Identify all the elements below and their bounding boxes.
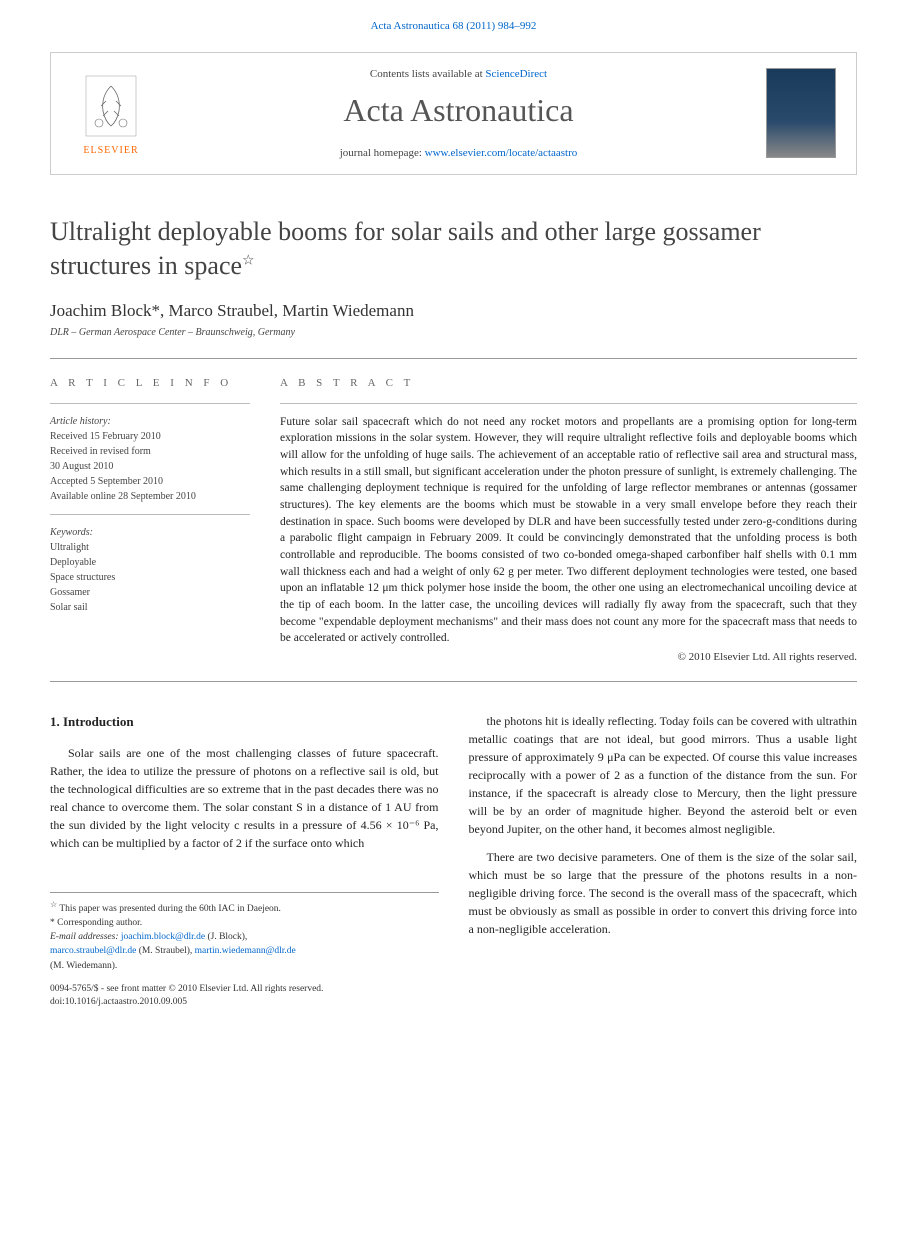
footnote-1: ☆ This paper was presented during the 60… [50,899,439,916]
footnote-text: This paper was presented during the 60th… [59,904,281,914]
contents-line: Contents lists available at ScienceDirec… [151,68,766,80]
footnote-text: Corresponding author. [57,918,142,928]
homepage-line: journal homepage: www.elsevier.com/locat… [151,147,766,159]
keyword: Space structures [50,570,250,585]
masthead-center: Contents lists available at ScienceDirec… [151,68,766,159]
journal-masthead: ELSEVIER Contents lists available at Sci… [50,52,857,175]
keywords-label: Keywords: [50,527,93,538]
abstract-text: Future solar sail spacecraft which do no… [280,414,857,647]
history-label: Article history: [50,416,111,427]
footnotes-block: ☆ This paper was presented during the 60… [50,892,439,973]
article-history: Article history: Received 15 February 20… [50,414,250,504]
body-paragraph: There are two decisive parameters. One o… [469,848,858,938]
abstract-label: A B S T R A C T [280,377,857,389]
accepted-date: Accepted 5 September 2010 [50,476,163,487]
title-text: Ultralight deployable booms for solar sa… [50,217,761,280]
homepage-link[interactable]: www.elsevier.com/locate/actaastro [425,147,578,159]
running-header: Acta Astronautica 68 (2011) 984–992 [0,0,907,42]
footnote-2: * Corresponding author. [50,916,439,930]
email-name: (M. Straubel), [139,946,193,956]
abstract-copyright: © 2010 Elsevier Ltd. All rights reserved… [280,651,857,663]
affiliation: DLR – German Aerospace Center – Braunsch… [50,327,857,338]
doi-line: doi:10.1016/j.actaastro.2010.09.005 [50,996,857,1009]
body-column-right: the photons hit is ideally reflecting. T… [469,712,858,973]
info-rule [50,403,250,404]
title-block: Ultralight deployable booms for solar sa… [50,215,857,283]
citation-text: Acta Astronautica 68 (2011) 984–992 [371,20,537,32]
email-link[interactable]: marco.straubel@dlr.de [50,946,136,956]
keywords-block: Keywords: Ultralight Deployable Space st… [50,525,250,615]
body-column-left: 1. Introduction Solar sails are one of t… [50,712,439,973]
title-footnote-marker: ☆ [242,253,255,268]
section-title: Introduction [63,714,134,729]
online-date: Available online 28 September 2010 [50,491,196,502]
author-list: Joachim Block*, Marco Straubel, Martin W… [50,301,857,321]
email-block: E-mail addresses: joachim.block@dlr.de (… [50,930,439,973]
email-link[interactable]: martin.wiedemann@dlr.de [195,946,296,956]
front-matter-line: 0094-5765/$ - see front matter © 2010 El… [50,983,857,996]
footnote-marker: * [50,918,55,928]
homepage-prefix: journal homepage: [340,147,425,159]
contents-prefix: Contents lists available at [370,68,485,80]
journal-name: Acta Astronautica [151,92,766,129]
footnote-marker: ☆ [50,900,57,909]
info-abstract-row: A R T I C L E I N F O Article history: R… [50,359,857,681]
info-rule-2 [50,514,250,515]
email-name: (J. Block), [207,932,247,942]
article-info-label: A R T I C L E I N F O [50,377,250,389]
sciencedirect-link[interactable]: ScienceDirect [485,68,547,80]
masthead-row: ELSEVIER Contents lists available at Sci… [71,68,836,159]
body-columns: 1. Introduction Solar sails are one of t… [50,712,857,973]
revised-label: Received in revised form [50,446,151,457]
article-info-column: A R T I C L E I N F O Article history: R… [50,377,250,663]
keyword: Deployable [50,555,250,570]
revised-date: 30 August 2010 [50,461,113,472]
abstract-column: A B S T R A C T Future solar sail spacec… [280,377,857,663]
email-label: E-mail addresses: [50,932,119,942]
abstract-rule [280,403,857,404]
email-name: (M. Wiedemann). [50,961,117,971]
received-date: Received 15 February 2010 [50,431,161,442]
keyword: Solar sail [50,600,250,615]
section-number: 1. [50,714,60,729]
body-paragraph: the photons hit is ideally reflecting. T… [469,712,858,838]
email-link[interactable]: joachim.block@dlr.de [121,932,205,942]
body-paragraph: Solar sails are one of the most challeng… [50,744,439,852]
copyright-footer: 0094-5765/$ - see front matter © 2010 El… [50,983,857,1010]
article-title: Ultralight deployable booms for solar sa… [50,215,857,283]
elsevier-tree-icon [81,71,141,141]
publisher-name: ELSEVIER [83,145,138,156]
journal-cover-thumbnail [766,68,836,158]
section-heading: 1. Introduction [50,712,439,732]
elsevier-logo: ELSEVIER [71,68,151,158]
keyword: Ultralight [50,540,250,555]
keyword: Gossamer [50,585,250,600]
divider-rule-2 [50,681,857,682]
